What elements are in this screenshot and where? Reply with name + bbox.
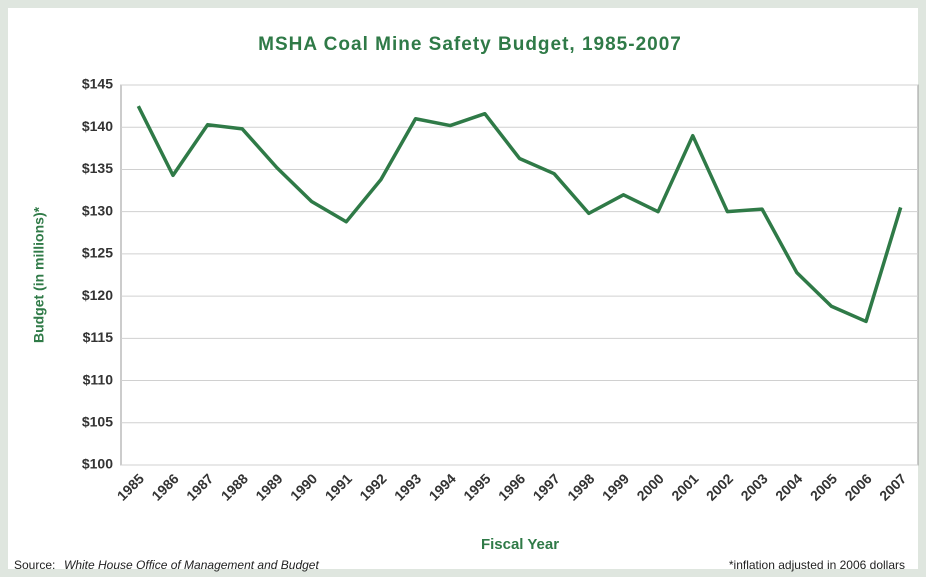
chart-title: MSHA Coal Mine Safety Budget, 1985-2007 [258,34,682,55]
data-line [136,105,903,324]
y-tick-label: $140 [82,118,113,134]
y-axis-label: Budget (in millions)* [31,206,47,343]
y-tick-label: $145 [82,76,113,92]
y-tick-label: $120 [82,287,113,303]
y-tick-label: $115 [83,329,114,345]
plot-area [120,84,919,466]
source-label: Source: [14,558,55,572]
y-tick-label: $110 [83,371,114,387]
y-tick-label: $135 [82,160,113,176]
y-tick-label: $105 [82,413,113,429]
y-tick-label: $100 [82,456,113,472]
y-tick-label: $125 [82,245,113,261]
footnote: *inflation adjusted in 2006 dollars [729,558,905,572]
x-axis-label: Fiscal Year [481,536,559,553]
source-text: White House Office of Management and Bud… [64,558,319,572]
y-tick-label: $130 [82,202,113,218]
